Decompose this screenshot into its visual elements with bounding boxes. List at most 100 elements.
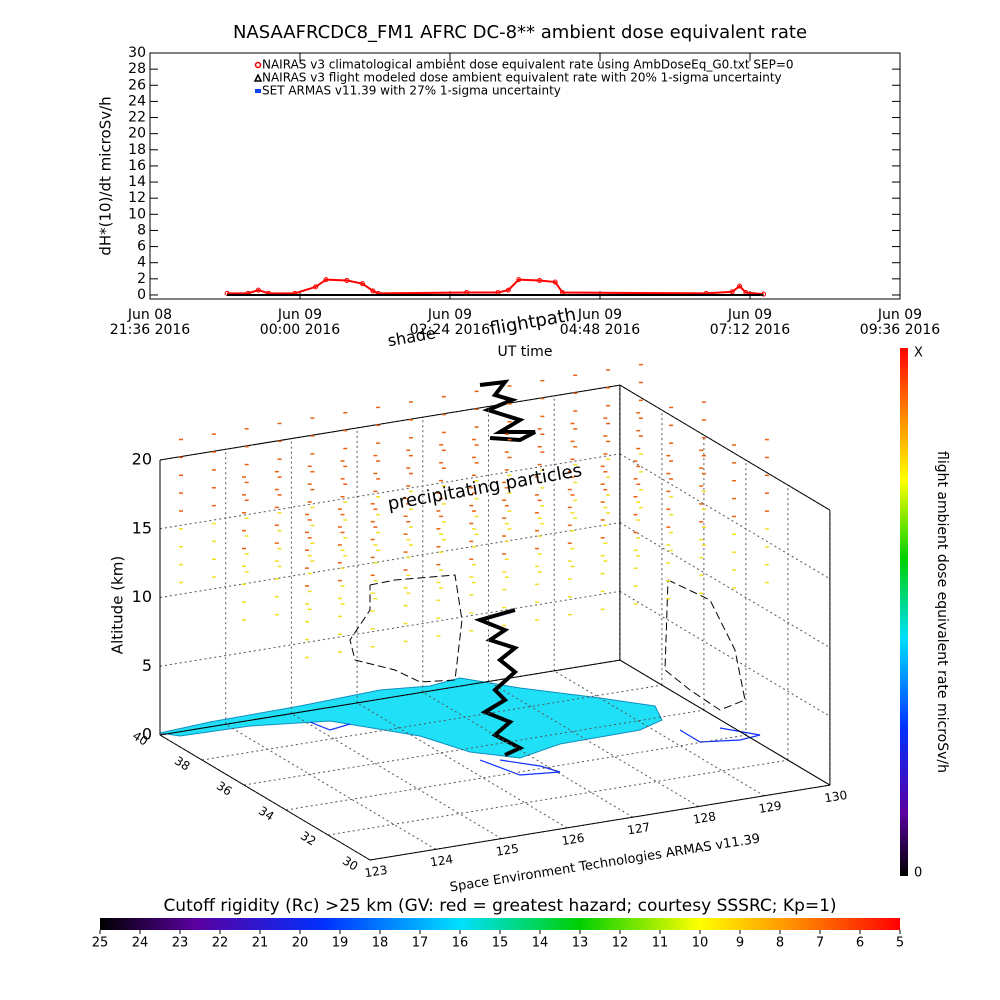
grid-line xyxy=(225,723,436,850)
land-region xyxy=(159,677,663,759)
colorbar-tick-label: 14 xyxy=(532,936,549,951)
lat-tick-label: 30 xyxy=(340,854,360,874)
legend-label: NAIRAS v3 climatological ambient dose eq… xyxy=(262,58,794,72)
colorbar-tick-label: 24 xyxy=(132,936,149,951)
lat-tick-label: 40 xyxy=(130,729,150,749)
grid-line xyxy=(159,522,620,598)
y-tick-label: 10 xyxy=(128,206,146,222)
flight-path xyxy=(479,379,536,443)
series-line xyxy=(227,278,764,296)
z-tick-label: 10 xyxy=(132,587,152,606)
box-edge xyxy=(619,659,831,786)
grid-line xyxy=(619,590,831,717)
colorbar-tick-label: 13 xyxy=(572,936,589,951)
lat-tick-label: 32 xyxy=(298,829,318,849)
box-edge xyxy=(369,784,830,861)
data-point xyxy=(323,277,329,283)
colorbar-label: flight ambient dose equivalent rate micr… xyxy=(934,451,950,773)
y-tick-label: 28 xyxy=(128,61,146,77)
colorbar-tick-label: 7 xyxy=(816,936,824,951)
grid-line xyxy=(291,713,502,840)
y-tick-label: 22 xyxy=(128,110,146,126)
box-edge xyxy=(159,384,620,461)
y-tick-label: 20 xyxy=(128,126,146,142)
lon-tick-label: 125 xyxy=(495,841,520,858)
colorbar-tick-label: 22 xyxy=(212,936,229,951)
plot-3d xyxy=(159,363,831,861)
annotation: precipitating particles xyxy=(386,460,583,515)
colorbar-tick-label: 21 xyxy=(252,936,269,951)
data-point xyxy=(516,277,522,283)
grid-line xyxy=(488,681,699,807)
data-point xyxy=(344,277,350,283)
x-tick-label: Jun 09 xyxy=(727,307,772,323)
legend-marker xyxy=(254,61,262,69)
y-tick-label: 16 xyxy=(128,158,146,174)
flight-path xyxy=(473,608,525,757)
z-tick-label: 0 xyxy=(142,725,152,744)
z-tick-label: 15 xyxy=(132,518,152,537)
legend-label: SET ARMAS v11.39 with 27% 1-sigma uncert… xyxy=(262,84,561,98)
legend-marker xyxy=(255,89,261,93)
lon-tick-label: 124 xyxy=(429,852,454,869)
colorbar-tick-label: 25 xyxy=(92,936,109,951)
lat-tick-label: 38 xyxy=(172,754,192,774)
coast-outline xyxy=(679,727,761,743)
data-point xyxy=(505,287,511,293)
colorbar-tick-label: 15 xyxy=(492,936,509,951)
x-tick-label: 02:24 2016 xyxy=(410,322,491,338)
colorbar-end-label: X xyxy=(914,346,923,361)
lon-tick-label: 129 xyxy=(758,799,783,816)
colorbar-tick-label: 6 xyxy=(856,936,864,951)
grid-line xyxy=(619,453,831,580)
y-tick-label: 0 xyxy=(137,287,146,303)
coast-outline xyxy=(479,759,561,776)
y-tick-label: 30 xyxy=(128,45,146,61)
colorbar-tick-label: 19 xyxy=(332,936,349,951)
lat-tick-label: 36 xyxy=(214,779,234,799)
data-point xyxy=(360,281,365,287)
data-point xyxy=(370,288,376,294)
x-axis-label: UT time xyxy=(498,344,553,360)
z-axis-label: Altitude (km) xyxy=(109,556,127,654)
colorbar-tick-label: 12 xyxy=(612,936,629,951)
grid-line xyxy=(619,522,831,649)
x-tick-label: Jun 09 xyxy=(277,307,322,323)
data-point xyxy=(313,284,319,290)
box-edge xyxy=(159,734,371,861)
grid-line xyxy=(356,702,568,829)
data-point xyxy=(552,279,558,285)
coast-outline xyxy=(309,721,351,731)
y-tick-label: 4 xyxy=(137,255,146,271)
colorbar-tick-label: 10 xyxy=(692,936,709,951)
legend-label: NAIRAS v3 flight modeled dose ambient eq… xyxy=(262,71,782,85)
lon-tick-label: 130 xyxy=(823,788,848,805)
x-tick-label: 09:36 2016 xyxy=(860,322,941,338)
data-point xyxy=(255,287,261,293)
data-point xyxy=(537,277,543,283)
x-tick-label: 07:12 2016 xyxy=(710,322,791,338)
box-edge xyxy=(619,384,831,511)
box-edge xyxy=(159,659,620,736)
lon-tick-label: 123 xyxy=(364,863,389,880)
credit: Space Environment Technologies ARMAS v11… xyxy=(449,831,761,895)
x-tick-label: 04:48 2016 xyxy=(560,322,641,338)
colorbar-tick-label: 20 xyxy=(292,936,309,951)
shade-outline xyxy=(349,574,463,683)
colorbar-tick-label: 23 xyxy=(172,936,189,951)
grid-line xyxy=(553,670,765,797)
chart-title: NASAAFRCDC8_FM1 AFRC DC-8** ambient dose… xyxy=(233,22,807,43)
colorbar-tick-label: 16 xyxy=(452,936,469,951)
shade-outline xyxy=(664,579,746,711)
colorbar xyxy=(100,918,900,930)
grid-line xyxy=(159,590,620,667)
colorbar-tick-label: 11 xyxy=(652,936,669,951)
lon-tick-label: 128 xyxy=(692,809,717,826)
x-tick-label: Jun 09 xyxy=(427,307,472,323)
x-tick-label: Jun 09 xyxy=(577,307,622,323)
colorbar-tick-label: 17 xyxy=(412,936,429,951)
y-tick-label: 18 xyxy=(128,142,146,158)
y-tick-label: 26 xyxy=(128,77,146,93)
x-tick-label: Jun 08 xyxy=(127,307,172,323)
colorbar-tick-label: 9 xyxy=(736,936,744,951)
